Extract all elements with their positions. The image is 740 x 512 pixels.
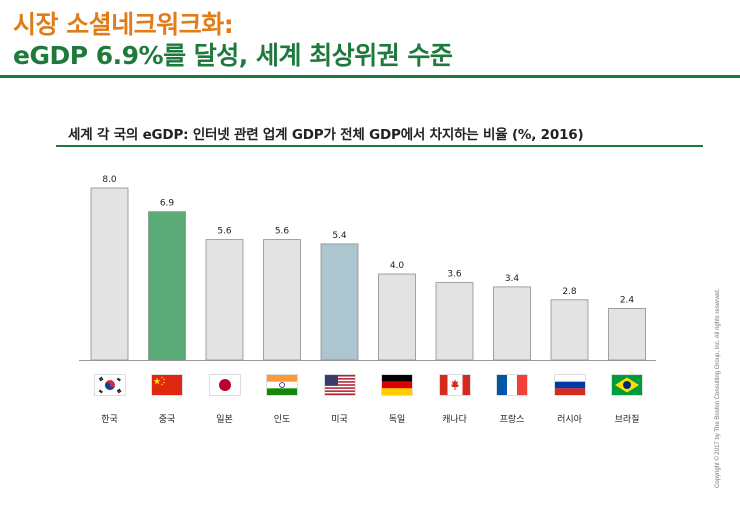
- bar-canada: [435, 282, 474, 361]
- china-flag-icon: [152, 375, 182, 395]
- russia-flag-icon: [554, 375, 585, 395]
- data-label: 2.4: [620, 295, 635, 305]
- bar-korea: [90, 187, 129, 361]
- bar-france: [493, 286, 531, 361]
- bar-usa: [320, 243, 359, 361]
- category-label: 브라질: [614, 415, 640, 425]
- category-label: 미국: [331, 415, 348, 425]
- category-label: 캐나다: [442, 415, 467, 425]
- korea-flag-icon: [94, 375, 125, 395]
- data-label: 5.4: [332, 231, 347, 241]
- data-label: 2.8: [562, 287, 577, 297]
- data-label: 8.0: [102, 175, 117, 185]
- bar-brazil: [608, 307, 646, 361]
- data-label: 5.6: [275, 227, 290, 237]
- data-label: 3.4: [505, 274, 520, 284]
- germany-flag-icon: [382, 375, 412, 395]
- slide-title: 시장 소셜네크워크화: eGDP 6.9%를 달성, 세계 최상위권 수준: [13, 9, 453, 71]
- brazil-flag-icon: [612, 375, 642, 395]
- chart-title: 세계 각 국의 eGDP: 인터넷 관련 업계 GDP가 전체 GDP에서 차지…: [68, 127, 584, 143]
- category-label: 프랑스: [499, 415, 525, 425]
- bar-japan: [205, 239, 244, 361]
- india-flag-icon: [267, 375, 297, 395]
- data-label: 4.0: [390, 261, 405, 271]
- category-label: 일본: [216, 415, 233, 425]
- category-label: 러시아: [557, 415, 582, 425]
- copyright-text: Copyright © 2017 by The Boston Consultin…: [715, 288, 721, 488]
- slide-title-line-2: eGDP 6.9%를 달성, 세계 최상위권 수준: [13, 41, 453, 70]
- data-label: 6.9: [160, 199, 175, 209]
- bar-india: [263, 239, 301, 361]
- data-label: 5.6: [217, 227, 232, 237]
- france-flag-icon: [497, 375, 527, 395]
- title-divider: [0, 75, 740, 78]
- usa-flag-icon: [324, 375, 355, 395]
- category-label: 한국: [101, 415, 118, 425]
- canada-flag-icon: [439, 375, 470, 395]
- bar-china: [148, 211, 186, 361]
- chart-title-divider: [56, 145, 703, 147]
- data-label: 3.6: [447, 270, 462, 280]
- bar-russia: [550, 299, 589, 361]
- bar-germany: [378, 273, 416, 361]
- japan-flag-icon: [209, 375, 240, 395]
- category-label: 인도: [273, 415, 291, 425]
- category-label: 독일: [388, 415, 406, 425]
- category-label: 중국: [158, 415, 176, 425]
- slide-title-line-1: 시장 소셜네크워크화:: [13, 10, 234, 39]
